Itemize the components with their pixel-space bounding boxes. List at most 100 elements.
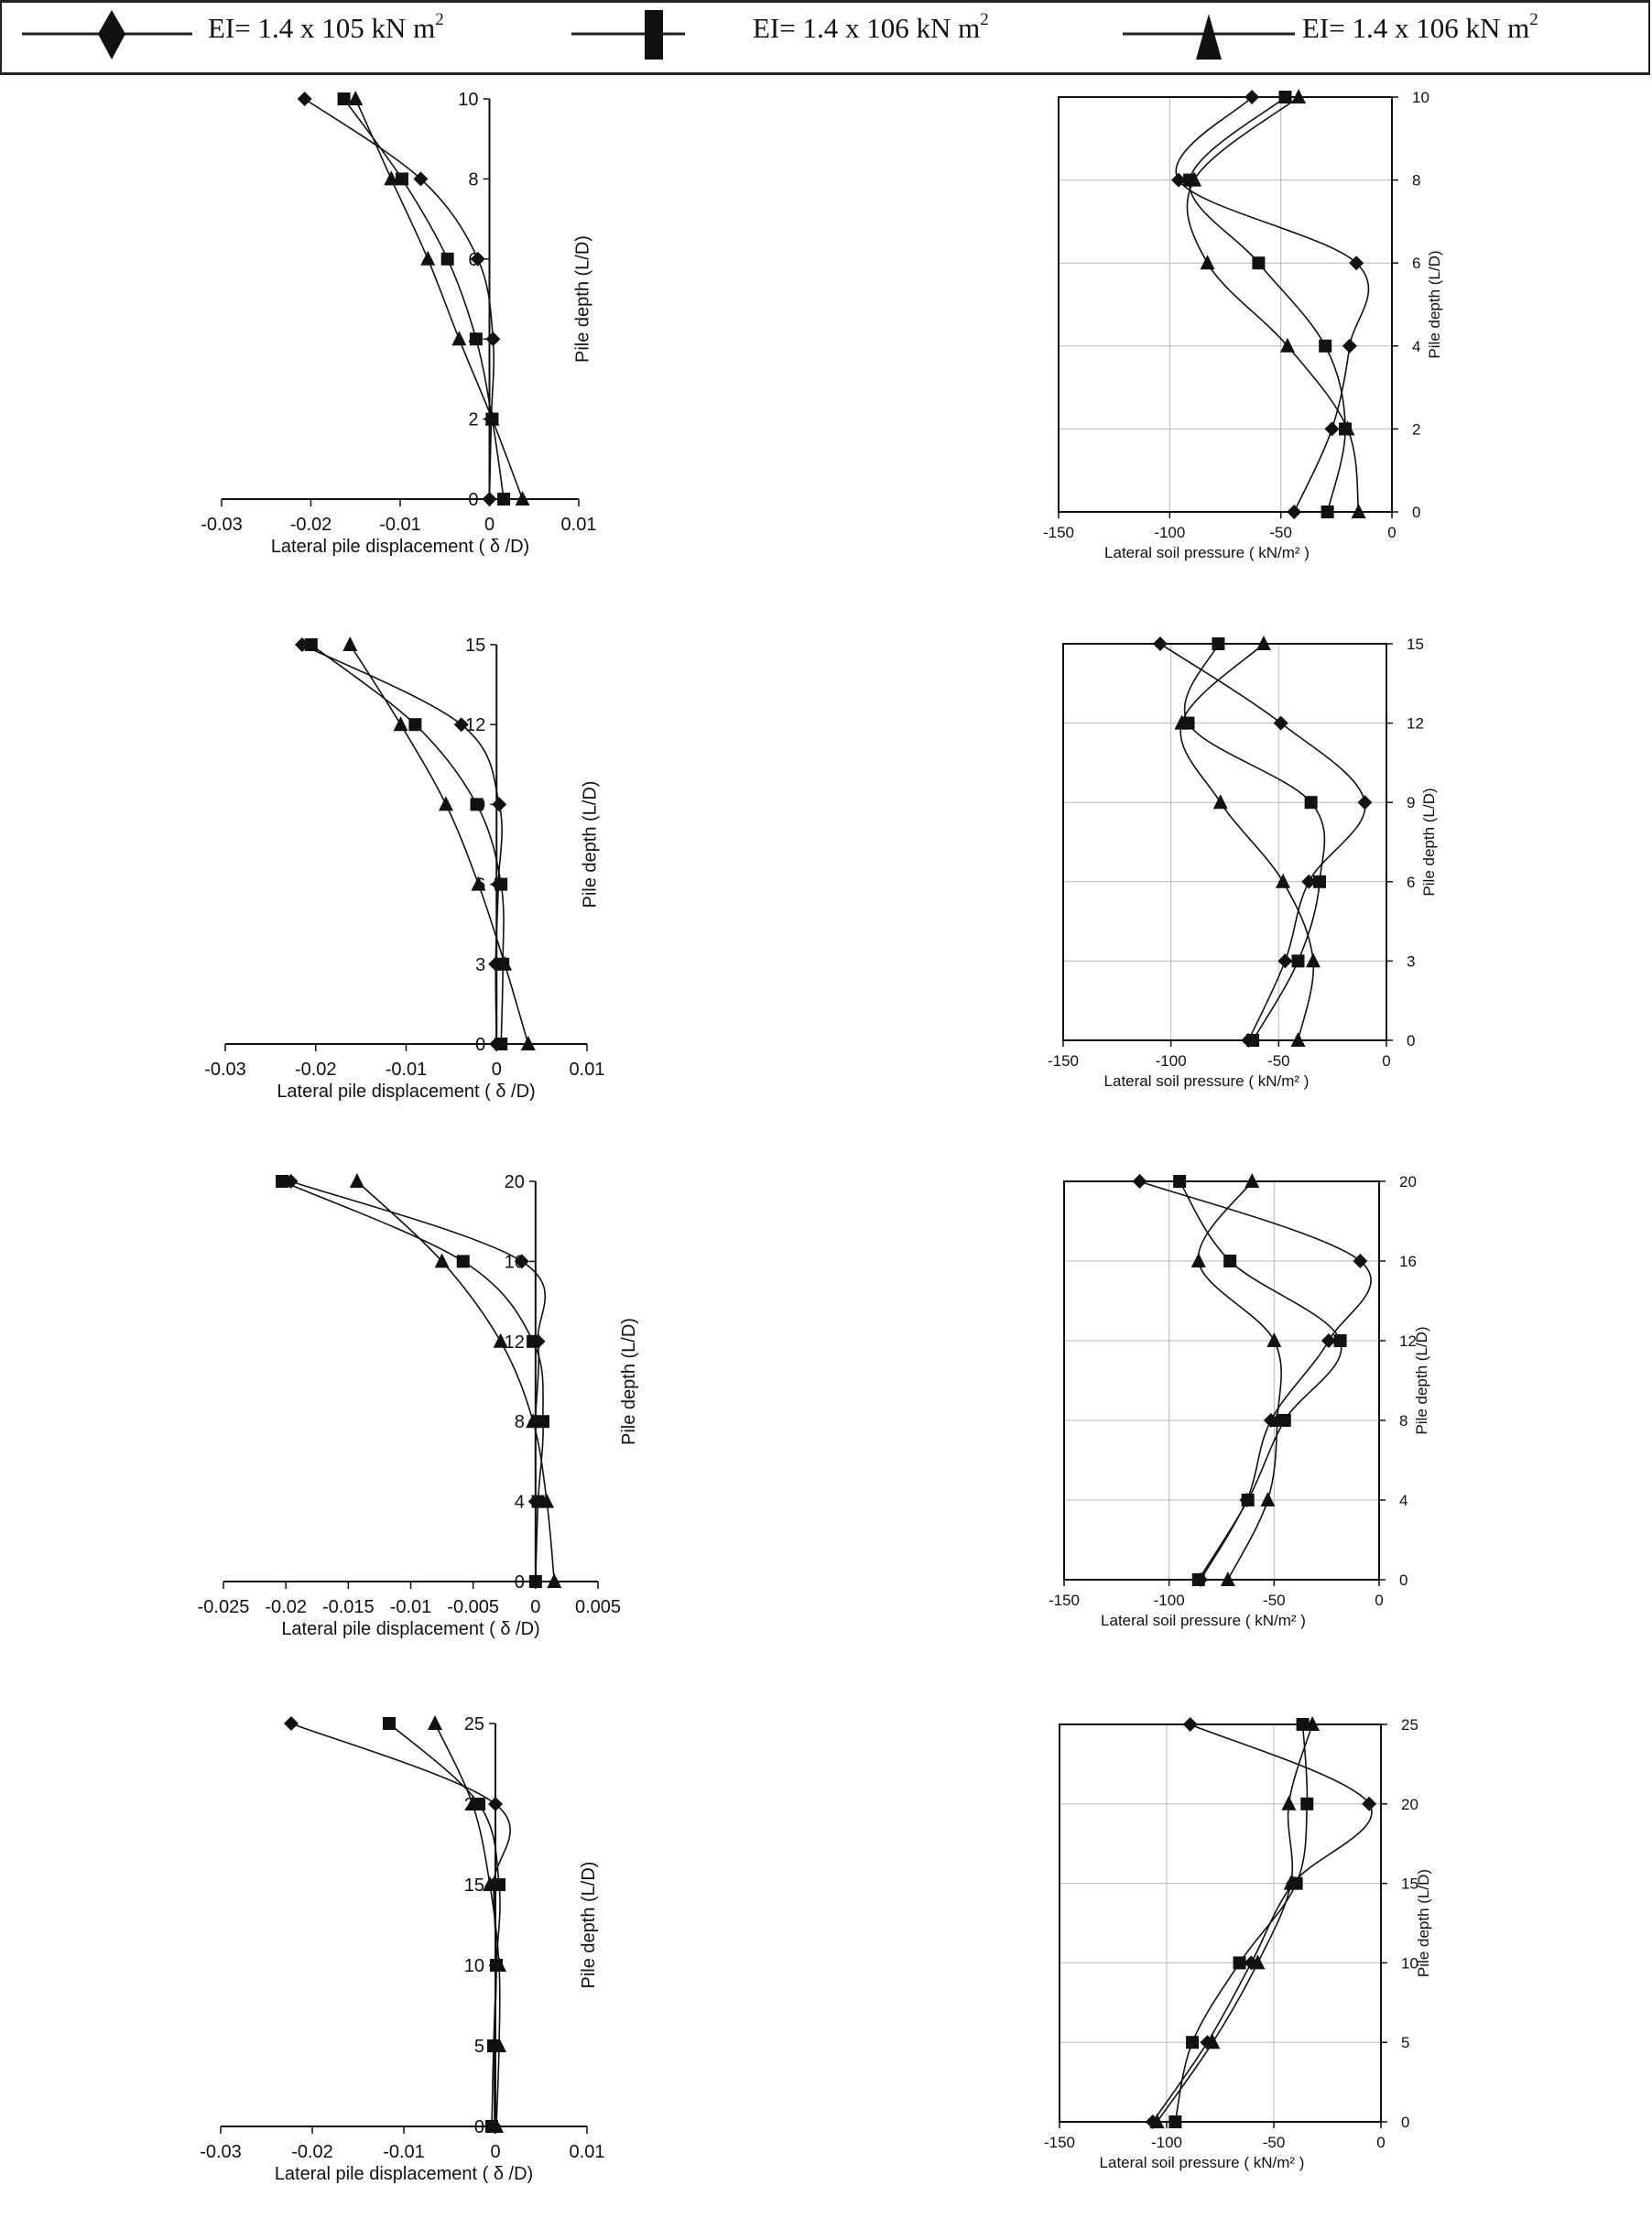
series-line-triangle (1179, 643, 1315, 1041)
series-square (1181, 637, 1327, 1047)
x-tick-label: -0.015 (322, 1597, 375, 1617)
square-marker (1278, 91, 1292, 103)
triangle-marker-icon (1123, 14, 1295, 60)
x-axis-title: Lateral pile displacement ( δ /D) (277, 1082, 535, 1102)
square-marker (1304, 796, 1318, 810)
pressure-chart-8: 0 5 10 15 20 25 -150 -100 -50 0 Lateral soil press… (1044, 1716, 1432, 2171)
triangle-marker (434, 1253, 450, 1268)
triangle-marker (492, 2038, 506, 2052)
y-tick-label: 2 (1412, 420, 1420, 438)
x-tick-label: -150 (1048, 1052, 1079, 1070)
series-line-diamond (290, 1723, 511, 2127)
x-tick-label: -100 (1154, 1592, 1185, 1609)
triangle-marker (1220, 1571, 1235, 1586)
plot-frame (1062, 643, 1387, 1041)
triangle-marker (342, 636, 358, 651)
triangle-marker (493, 1332, 508, 1348)
triangle-marker (465, 1796, 480, 1810)
series-triangle (348, 91, 530, 506)
triangle-marker (1174, 714, 1190, 730)
x-tick-label: -0.02 (290, 515, 332, 535)
series-diamond (297, 92, 501, 506)
y-tick-label: 15 (1401, 1876, 1418, 1893)
legend-item-square: EI= 1.4 x 106 kN m2 (570, 8, 1082, 63)
legend-label: EI= 1.4 x 106 kN m (753, 12, 981, 44)
series-line-triangle (1156, 1723, 1313, 2123)
series-line-diamond (304, 98, 495, 500)
diamond-marker (1342, 338, 1357, 353)
square-marker (456, 1255, 470, 1268)
y-axis-title: Pile depth (L/D) (580, 781, 600, 908)
diamond-marker (1357, 795, 1373, 810)
y-tick-label: 15 (465, 636, 485, 656)
displacement-chart-5: -0.025 -0.02 -0.015 -0.01 -0.005 0 0.005048121… (198, 1172, 639, 1639)
square-marker (470, 798, 484, 811)
square-marker (337, 92, 351, 105)
x-tick-label: -0.01 (386, 1060, 428, 1080)
square-marker (1300, 1797, 1314, 1810)
plot-frame (1063, 1180, 1380, 1581)
x-tick-label: -0.03 (204, 1060, 246, 1080)
x-tick-label: 0.01 (570, 2142, 605, 2162)
triangle-marker (1279, 337, 1295, 353)
x-tick-label: -50 (1263, 1592, 1286, 1609)
series-line-triangle (354, 98, 524, 500)
triangle-marker (1276, 873, 1291, 888)
series-triangle (1174, 636, 1321, 1047)
triangle-marker (515, 491, 530, 506)
series-line-square (388, 1723, 501, 2127)
series-line-triangle (1186, 96, 1360, 513)
x-tick-label: -0.03 (201, 515, 243, 535)
triangle-marker (1260, 1492, 1276, 1506)
series-line-diamond (301, 644, 503, 1045)
triangle-marker (420, 250, 436, 266)
pressure-chart-6: 0 4 8 12 16 20 -150 -100 -50 0 Lateral soil pressu… (1049, 1173, 1430, 1629)
y-tick-label: 10 (1401, 1954, 1418, 1972)
x-axis-title: Lateral soil pressure ( kN/m² ) (1101, 1612, 1306, 1629)
x-tick-label: 0.01 (570, 1060, 605, 1080)
x-tick-label: 0 (484, 515, 495, 535)
square-marker (493, 1878, 505, 1891)
triangle-marker (1200, 255, 1215, 270)
square-marker (1252, 256, 1266, 270)
legend-item-triangle: EI= 1.4 x 106 kN m2 (1121, 8, 1634, 63)
y-axis-title: Pile depth (L/D) (1420, 788, 1438, 896)
series-diamond (294, 637, 507, 1051)
x-axis-title: Lateral pile displacement ( δ /D) (275, 2164, 533, 2184)
triangle-marker (393, 716, 408, 732)
y-tick-label: 10 (464, 1956, 484, 1976)
series-line-square (1183, 643, 1326, 1041)
x-tick-label: -0.02 (265, 1597, 307, 1617)
diamond-marker (413, 171, 429, 187)
square-marker (1241, 1494, 1255, 1506)
x-tick-label: -0.025 (198, 1597, 250, 1617)
legend-item-diamond: EI= 1.4 x 105 kN m2 (20, 8, 533, 63)
y-tick-label: 12 (1399, 1332, 1417, 1350)
series-line-diamond (1175, 96, 1370, 513)
x-tick-label: 0 (490, 2142, 500, 2162)
y-tick-label: 12 (465, 715, 485, 735)
square-marker (495, 1038, 508, 1050)
y-tick-label: 8 (468, 169, 478, 190)
series-square (1168, 1718, 1314, 2128)
x-tick-label: -0.01 (390, 1597, 432, 1617)
series-diamond (284, 1716, 511, 2134)
square-marker (1223, 1255, 1237, 1267)
y-tick-label: 9 (1407, 794, 1415, 811)
legend-sup: 2 (435, 10, 444, 29)
square-marker (495, 877, 508, 891)
x-tick-label: -100 (1151, 2134, 1182, 2151)
y-axis-title: Pile depth (L/D) (1413, 1326, 1430, 1434)
y-tick-label: 8 (1412, 172, 1420, 190)
diamond-marker (470, 251, 485, 266)
diamond-marker (1171, 172, 1187, 188)
square-marker (1296, 1718, 1310, 1731)
y-tick-label: 25 (464, 1714, 484, 1734)
diamond-marker (1362, 1796, 1377, 1811)
triangle-marker (1266, 1332, 1282, 1347)
triangle-marker (1149, 2114, 1165, 2128)
triangle-marker (1291, 89, 1307, 103)
series-square (337, 92, 511, 506)
